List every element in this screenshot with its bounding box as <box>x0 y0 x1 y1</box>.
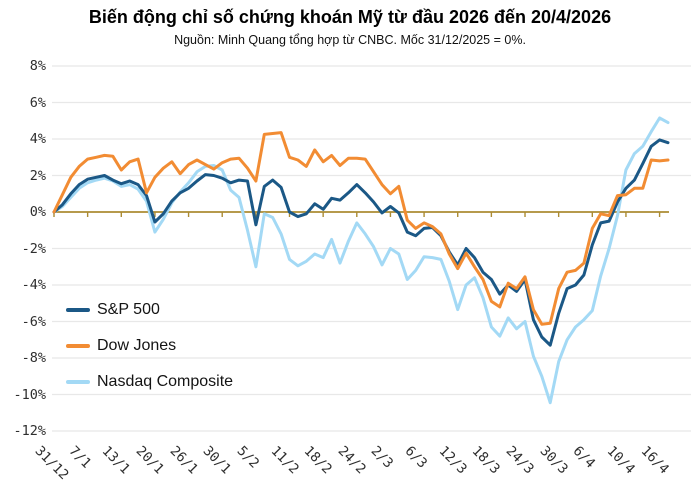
sp500-line-swatch <box>66 308 90 312</box>
y-tick-label: -2% <box>21 240 46 257</box>
chart-title: Biến động chỉ số chứng khoán Mỹ từ đầu 2… <box>88 7 612 27</box>
dow-line-swatch <box>66 344 90 348</box>
y-tick-label: -4% <box>21 277 46 293</box>
legend-item-dow: Dow Jones <box>66 328 233 364</box>
line-dow-jones <box>52 131 670 326</box>
nasdaq-line-swatch <box>66 380 90 384</box>
y-tick-label: -6% <box>21 313 46 330</box>
legend: S&P 500 Dow Jones Nasdaq Composite <box>66 292 233 400</box>
y-tick-label: -10% <box>13 386 46 403</box>
y-tick-label: 0% <box>29 204 46 220</box>
legend-label-sp500: S&P 500 <box>97 301 160 318</box>
legend-item-sp500: S&P 500 <box>66 292 233 328</box>
line-nasdaq-composite <box>52 116 670 405</box>
y-tick-label: 4% <box>29 131 46 147</box>
legend-item-nasdaq: Nasdaq Composite <box>66 364 233 400</box>
y-tick-label: -8% <box>21 350 46 366</box>
line-sp-500 <box>52 138 670 347</box>
y-tick-label: 2% <box>29 167 46 184</box>
chart-subtitle: Nguồn: Minh Quang tổng hợp từ CNBC. Mốc … <box>174 33 526 47</box>
y-tick-label: 8% <box>29 58 46 74</box>
y-tick-label: 6% <box>29 94 46 111</box>
y-tick-label: -12% <box>13 423 46 439</box>
legend-label-nasdaq: Nasdaq Composite <box>97 373 234 390</box>
legend-label-dow: Dow Jones <box>97 337 177 354</box>
